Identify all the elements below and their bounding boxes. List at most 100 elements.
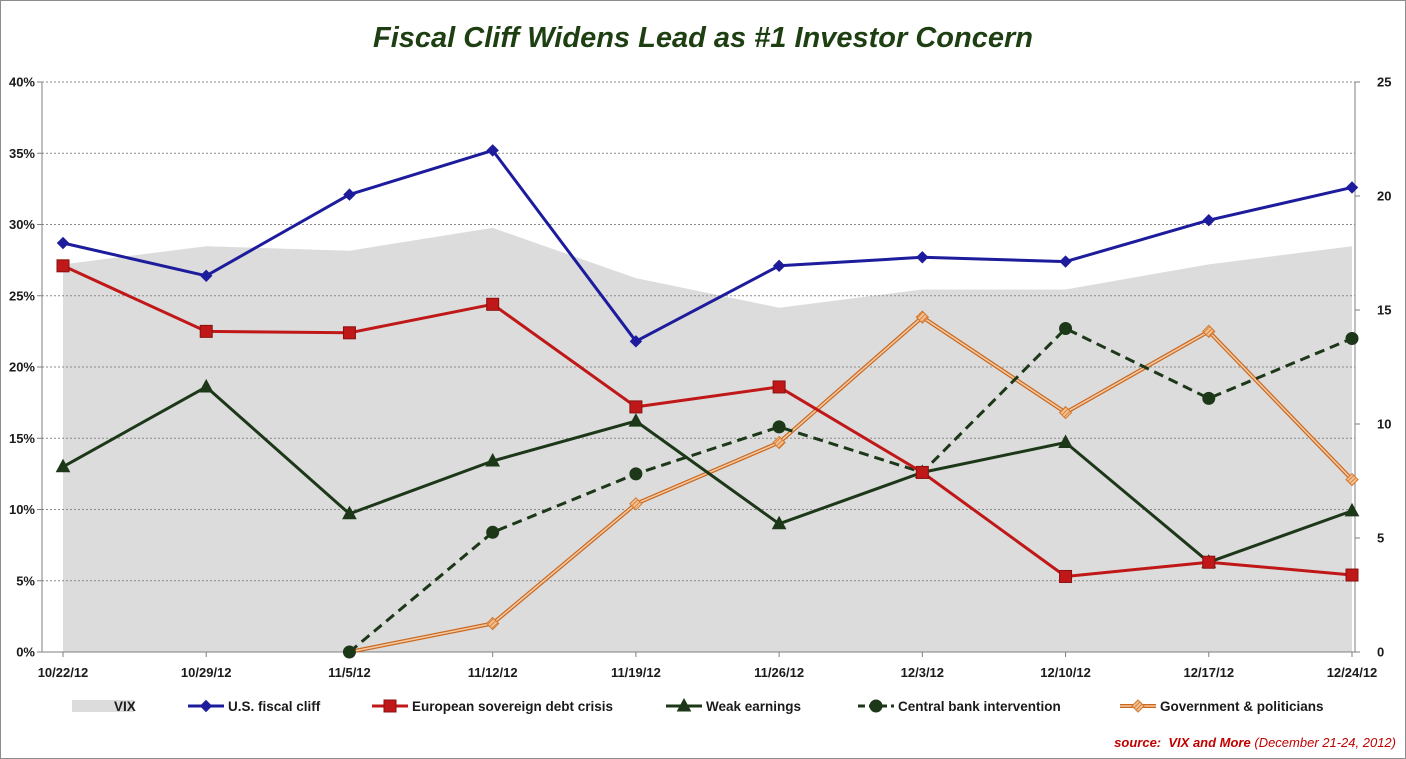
legend-swatch-marker [1131, 699, 1145, 713]
point-government-politicians [915, 310, 930, 324]
y-left-tick-label: 0% [16, 645, 35, 660]
gridlines [42, 81, 1355, 582]
point-weak-earnings [1344, 502, 1360, 517]
x-tick-label: 12/3/12 [901, 665, 944, 680]
legend-item: U.S. fiscal cliff [188, 699, 321, 714]
point-central-bank-intervention [342, 645, 356, 659]
point-european-sovereign-debt-crisis [915, 465, 929, 479]
point-u-s-fiscal-cliff [200, 269, 213, 283]
point-u-s-fiscal-cliff [1202, 214, 1215, 227]
point-weak-earnings [485, 453, 501, 467]
y-left-tick-label: 25% [9, 288, 35, 303]
source-name: VIX and More [1168, 735, 1251, 750]
x-tick-label: 11/26/12 [754, 665, 804, 680]
x-tick-label: 11/12/12 [468, 665, 518, 680]
x-tick-label: 10/22/12 [38, 665, 89, 680]
y-right-tick-label: 15 [1377, 303, 1391, 318]
point-government-politicians [485, 616, 500, 631]
point-weak-earnings [198, 378, 214, 393]
point-european-sovereign-debt-crisis [342, 326, 356, 340]
series-line-weak-earnings [62, 385, 1353, 564]
point-weak-earnings [628, 413, 644, 427]
x-tick-label: 12/17/12 [1183, 665, 1234, 680]
legend-label: VIX [114, 699, 136, 714]
point-weak-earnings [342, 505, 357, 520]
x-tick-label: 10/29/12 [181, 665, 232, 680]
legend-item: Weak earnings [666, 697, 801, 714]
point-european-sovereign-debt-crisis [772, 380, 786, 394]
source-date: (December 21-24, 2012) [1254, 735, 1396, 750]
series-line-european-sovereign-debt-crisis [62, 264, 1353, 578]
legend: VIX U.S. fiscal cliff European sovereign d… [72, 697, 1324, 714]
legend-swatch-marker [676, 697, 692, 712]
y-left-tick-label: 15% [9, 431, 35, 446]
source-prefix: source: [1114, 735, 1162, 750]
legend-label: Central bank intervention [898, 699, 1061, 714]
legend-item: European sovereign debt crisis [372, 699, 613, 714]
series-markers [55, 144, 1360, 659]
y-left-tick-label: 5% [16, 573, 35, 588]
point-weak-earnings [1058, 434, 1073, 449]
point-government-politicians [1345, 472, 1359, 487]
legend-label: Government & politicians [1160, 699, 1324, 714]
point-weak-earnings [771, 515, 787, 530]
y-left-tick-label: 10% [9, 502, 35, 517]
point-government-politicians [772, 435, 786, 450]
legend-swatch-marker [869, 699, 883, 713]
vix-area-layer [63, 227, 1352, 652]
point-government-politicians [1202, 324, 1216, 339]
y-right-tick-label: 5 [1377, 531, 1384, 546]
y-left-tick-label: 40% [9, 75, 35, 90]
point-u-s-fiscal-cliff [1059, 255, 1072, 268]
axes [37, 81, 1360, 657]
point-european-sovereign-debt-crisis [1059, 569, 1073, 583]
point-u-s-fiscal-cliff [56, 236, 70, 250]
point-european-sovereign-debt-crisis [56, 259, 70, 273]
point-weak-earnings [55, 458, 71, 473]
y-right-tick-label: 10 [1377, 417, 1391, 432]
point-government-politicians [629, 497, 643, 511]
point-central-bank-intervention [772, 420, 786, 434]
point-european-sovereign-debt-crisis [486, 297, 500, 311]
point-european-sovereign-debt-crisis [1202, 555, 1216, 569]
legend-swatch-marker [199, 699, 213, 713]
chart-title: Fiscal Cliff Widens Lead as #1 Investor … [373, 22, 1033, 54]
y-right-tick-label: 20 [1377, 189, 1391, 204]
legend-item: VIX [72, 699, 136, 714]
point-european-sovereign-debt-crisis [629, 400, 643, 414]
point-u-s-fiscal-cliff [916, 251, 929, 264]
legend-swatch-marker [383, 699, 397, 713]
legend-swatch-vix [72, 700, 134, 712]
x-tick-label: 12/24/12 [1327, 665, 1378, 680]
vix-area [63, 227, 1352, 652]
point-government-politicians [1058, 405, 1073, 420]
x-tick-label: 11/5/12 [328, 665, 371, 680]
point-central-bank-intervention [629, 467, 643, 481]
point-central-bank-intervention [486, 525, 500, 539]
y-left-tick-label: 20% [9, 360, 35, 375]
x-tick-label: 11/19/12 [611, 665, 661, 680]
point-central-bank-intervention [1202, 391, 1216, 405]
series-line-central-bank-intervention [348, 327, 1353, 654]
legend-label: Weak earnings [706, 699, 801, 714]
y-right-tick-label: 0 [1377, 645, 1384, 660]
point-u-s-fiscal-cliff [486, 144, 499, 157]
point-u-s-fiscal-cliff [343, 188, 356, 201]
y-left-tick-label: 35% [9, 146, 35, 161]
point-central-bank-intervention [1345, 332, 1359, 345]
point-central-bank-intervention [1059, 322, 1073, 336]
source-note: source: VIX and More (December 21-24, 20… [1114, 735, 1396, 750]
x-tick-label: 12/10/12 [1040, 665, 1091, 680]
point-u-s-fiscal-cliff [1345, 181, 1359, 194]
series-lines [62, 148, 1354, 654]
point-european-sovereign-debt-crisis [1345, 568, 1359, 582]
legend-label: U.S. fiscal cliff [228, 699, 321, 714]
y-left-tick-label: 30% [9, 217, 35, 232]
point-u-s-fiscal-cliff [772, 259, 786, 273]
point-u-s-fiscal-cliff [629, 335, 643, 348]
series-line-government-politicians [349, 316, 1353, 653]
legend-label: European sovereign debt crisis [412, 699, 613, 714]
series-line-u-s-fiscal-cliff [62, 148, 1353, 343]
tick-labels: 0% 5% 10% 15% 20% 25% 30% 35% 40% 0 5 10 15 20 25 10/22… [9, 75, 1392, 681]
